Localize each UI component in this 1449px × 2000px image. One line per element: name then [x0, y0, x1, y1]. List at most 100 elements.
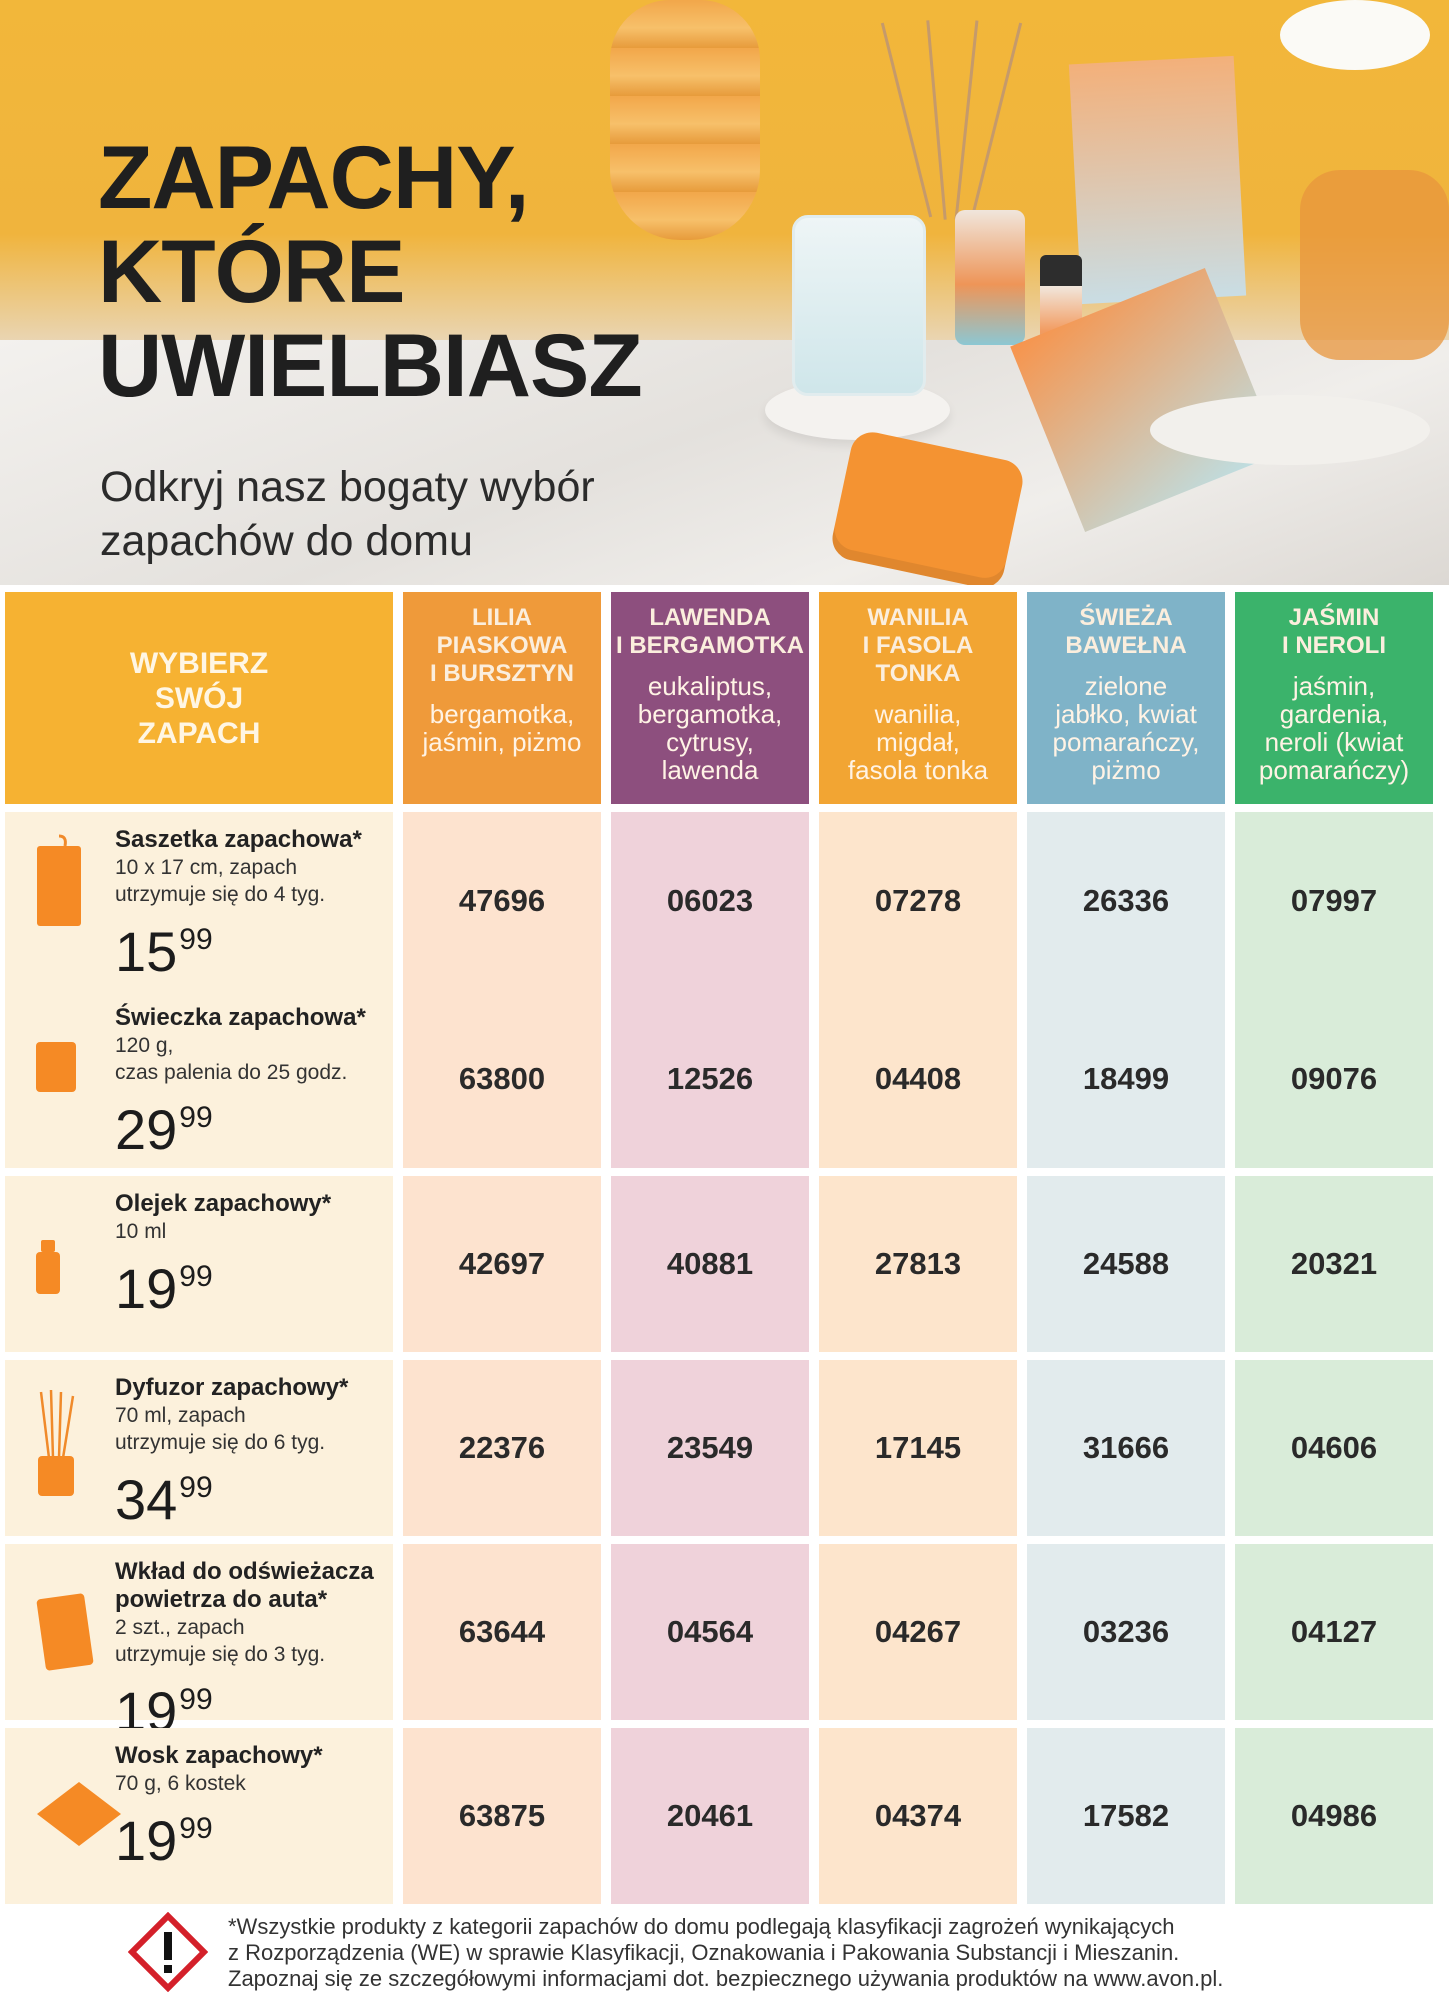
- product-description-line: 70 g, 6 kostek: [115, 1772, 246, 1795]
- sachet-icon: [33, 832, 85, 937]
- product-code-cell: 06023: [611, 812, 809, 990]
- product-code-cell: 63644: [403, 1544, 601, 1720]
- product-price: 1599: [115, 910, 393, 982]
- product-description-line: 10 ml: [115, 1220, 167, 1243]
- product-description: 10 ml: [115, 1218, 393, 1245]
- choose-scent-header: WYBIERZ SWÓJ ZAPACH: [5, 592, 393, 804]
- scent-name-line: I NEROLI: [1281, 632, 1386, 659]
- product-name: Wosk zapachowy*: [115, 1742, 393, 1770]
- product-name: Olejek zapachowy*: [115, 1190, 393, 1218]
- product-code-cell: 12526: [611, 990, 809, 1168]
- scent-name-line: JAŚMIN: [1288, 604, 1380, 631]
- scent-notes-line: piżmo: [1091, 755, 1161, 785]
- product-name-line: Wosk zapachowy*: [115, 1742, 323, 1769]
- product-code-cell: 23549: [611, 1360, 809, 1536]
- product-code-cell: 27813: [819, 1176, 1017, 1352]
- scent-name: ŚWIEŻA BAWEŁNA: [1027, 604, 1225, 660]
- scent-notes-line: cytrusy,: [666, 727, 754, 757]
- product-code-cell: 26336: [1027, 812, 1225, 990]
- product-code-cell: 03236: [1027, 1544, 1225, 1720]
- scent-name-line: LAWENDA: [649, 604, 771, 631]
- sachet-image: [1068, 55, 1247, 305]
- product-code-cell: 24588: [1027, 1176, 1225, 1352]
- scent-notes-line: pomarańczy): [1258, 755, 1410, 785]
- vase-image: [610, 0, 760, 240]
- diffuser-reed: [954, 20, 979, 220]
- scent-header: WANILIA I FASOLA TONKA wanilia, migdał, faso…: [819, 592, 1017, 804]
- product-description-line: utrzymuje się do 4 tyg.: [115, 883, 326, 906]
- scent-name-line: BAWEŁNA: [1065, 632, 1187, 659]
- product-price: 3499: [115, 1458, 393, 1530]
- product-code-cell: 17145: [819, 1360, 1017, 1536]
- scent-name-line: ŚWIEŻA: [1079, 604, 1173, 631]
- diffuser-icon: [33, 1388, 79, 1503]
- scent-notes-line: jabłko, kwiat: [1055, 699, 1197, 729]
- scent-name-line: LILIA: [472, 604, 532, 631]
- chooser-line: SWÓJ: [154, 681, 244, 715]
- title-line: KTÓRE: [98, 221, 405, 321]
- product-code-cell: 04564: [611, 1544, 809, 1720]
- candle-image: [792, 215, 926, 396]
- product-code-cell: 09076: [1235, 990, 1433, 1168]
- price-main: 19: [115, 1257, 178, 1320]
- product-description: 120 g, czas palenia do 25 godz.: [115, 1032, 393, 1086]
- scent-notes-line: bergamotka,: [429, 699, 575, 729]
- product-code-cell: 04986: [1235, 1728, 1433, 1904]
- diffuser-reed: [926, 20, 947, 220]
- scent-notes-line: bergamotka,: [637, 699, 783, 729]
- scent-notes: jaśmin, gardenia, neroli (kwiat pomarańczy): [1235, 672, 1433, 784]
- diffuser-reed: [880, 22, 933, 218]
- product-description: 2 szt., zapach utrzymuje się do 3 tyg.: [115, 1614, 393, 1668]
- scent-name-line: I BURSZTYN: [430, 660, 574, 687]
- scent-notes-line: gardenia,: [1279, 699, 1389, 729]
- chooser-line: WYBIERZ: [129, 646, 269, 680]
- price-cents: 99: [179, 1812, 213, 1845]
- page-subtitle: Odkryj nasz bogaty wybór zapachów do dom…: [100, 460, 595, 568]
- hero-banner: ZAPACHY, KTÓRE UWIELBIASZ Odkryj nasz bo…: [0, 0, 1449, 585]
- footnote-line: Zapoznaj się ze szczegółowymi informacja…: [228, 1966, 1224, 1991]
- product-description-line: utrzymuje się do 3 tyg.: [115, 1643, 326, 1666]
- product-code-cell: 07997: [1235, 812, 1433, 990]
- scent-name-line: PIASKOWA: [436, 632, 568, 659]
- hazard-warning-icon: [128, 1912, 208, 1992]
- scent-notes-line: wanilia,: [874, 699, 962, 729]
- footnote-text: *Wszystkie produkty z kategorii zapachów…: [228, 1914, 1223, 1992]
- product-code-cell: 40881: [611, 1176, 809, 1352]
- lily-flower-image: [1280, 0, 1430, 70]
- product-code-cell: 20321: [1235, 1176, 1433, 1352]
- scent-header: ŚWIEŻA BAWEŁNA zielone jabłko, kwiat pomarań…: [1027, 592, 1225, 804]
- scent-notes-line: zielone: [1084, 671, 1168, 701]
- scent-name-line: WANILIA: [867, 604, 969, 631]
- glass-vase-image: [1300, 170, 1449, 360]
- product-info: Wkład do odświeżacza powietrza do auta* 2 …: [5, 1544, 393, 1742]
- scent-notes-line: pomarańczy,: [1052, 727, 1200, 757]
- plate-image: [1150, 395, 1430, 465]
- product-name-line: Dyfuzor zapachowy*: [115, 1374, 349, 1401]
- price-main: 19: [115, 1809, 178, 1872]
- scent-notes: zielone jabłko, kwiat pomarańczy, piżmo: [1027, 672, 1225, 784]
- scent-header: LAWENDA I BERGAMOTKA eukaliptus, bergamotka…: [611, 592, 809, 804]
- subtitle-line: zapachów do domu: [100, 517, 473, 565]
- product-code-cell: 47696: [403, 812, 601, 990]
- product-code-cell: 63875: [403, 1728, 601, 1904]
- scent-notes-line: neroli (kwiat: [1264, 727, 1404, 757]
- scent-notes: bergamotka, jaśmin, piżmo: [403, 700, 601, 756]
- price-main: 15: [115, 920, 178, 983]
- product-code-cell: 07278: [819, 812, 1017, 990]
- product-price: 2999: [115, 1088, 393, 1160]
- product-name-line: Wkład do odświeżacza: [115, 1558, 374, 1585]
- price-cents: 99: [179, 1471, 213, 1504]
- scent-header: JAŚMIN I NEROLI jaśmin, gardenia, neroli (kw…: [1235, 592, 1433, 804]
- car-freshener-icon: [33, 1590, 97, 1679]
- scent-notes-line: fasola tonka: [847, 755, 989, 785]
- product-code-cell: 20461: [611, 1728, 809, 1904]
- product-name: Wkład do odświeżacza powietrza do auta*: [115, 1558, 393, 1614]
- subtitle-line: Odkryj nasz bogaty wybór: [100, 463, 595, 511]
- footnote-line: z Rozporządzenia (WE) w sprawie Klasyfik…: [228, 1940, 1180, 1965]
- product-price: 1999: [115, 1799, 393, 1871]
- product-name-line: Olejek zapachowy*: [115, 1190, 332, 1217]
- product-price: 1999: [115, 1247, 393, 1319]
- scent-notes-line: jaśmin, piżmo: [422, 727, 582, 757]
- price-main: 29: [115, 1098, 178, 1161]
- product-name: Świeczka zapachowa*: [115, 1004, 393, 1032]
